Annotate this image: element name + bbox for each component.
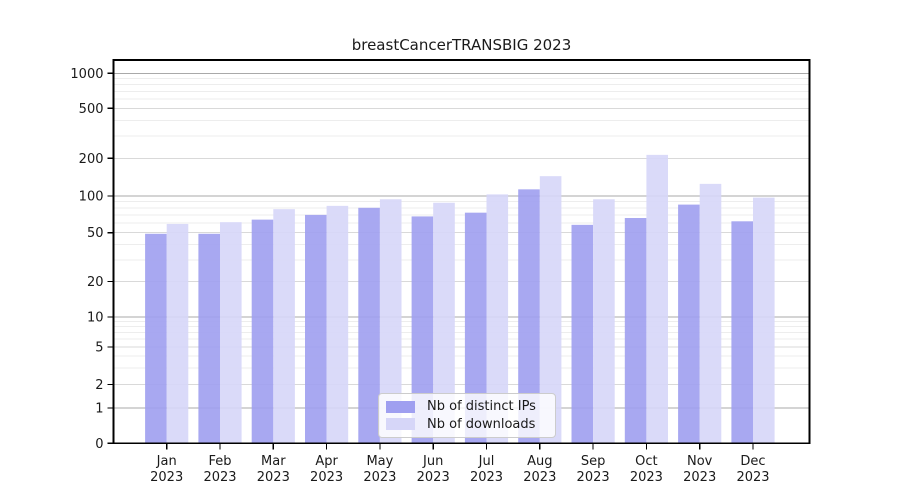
legend-item-distinct-ips: Nb of distinct IPs	[386, 399, 545, 415]
legend-item-downloads: Nb of downloads	[386, 416, 545, 432]
x-tick-label: Feb 2023	[203, 454, 236, 485]
bar-downloads-oct	[646, 154, 668, 444]
x-tick-label: Oct 2023	[630, 454, 663, 485]
bar-distinct-ips-aug	[518, 189, 540, 444]
x-tick-label: Nov 2023	[683, 454, 716, 485]
bar-distinct-ips-oct	[624, 218, 647, 444]
bar-downloads-dec	[753, 197, 775, 444]
bar-distinct-ips-jan	[145, 233, 167, 444]
bar-downloads-may	[379, 199, 402, 444]
y-tick-label: 500	[79, 102, 104, 117]
bar-distinct-ips-apr	[305, 214, 327, 444]
x-tick-label: Apr 2023	[310, 454, 343, 485]
bar-distinct-ips-jun	[411, 216, 434, 444]
legend-label-downloads: Nb of downloads	[427, 416, 536, 432]
y-tick-label: 1	[95, 402, 103, 417]
y-tick-label: 2	[95, 378, 103, 393]
y-tick-label: 50	[87, 226, 104, 241]
x-tick-label: Jan 2023	[150, 454, 183, 485]
chart-title: breastCancerTRANSBIG 2023	[351, 36, 572, 54]
bar-downloads-feb	[220, 222, 242, 444]
y-tick-label: 1000	[70, 67, 103, 82]
legend-swatch-downloads	[386, 418, 415, 431]
y-tick-label: 5	[95, 341, 103, 356]
y-tick-label: 100	[79, 190, 104, 205]
legend-label-distinct-ips: Nb of distinct IPs	[427, 399, 536, 415]
x-tick-label: Sep 2023	[577, 454, 610, 485]
x-tick-label: Jul 2023	[470, 454, 503, 485]
bar-downloads-mar	[273, 209, 295, 444]
y-tick-label: 0	[95, 437, 103, 452]
legend: Nb of distinct IPs Nb of downloads	[378, 393, 556, 438]
bar-distinct-ips-nov	[678, 204, 700, 444]
bar-downloads-nov	[699, 183, 722, 444]
y-tick-label: 20	[87, 275, 104, 290]
bar-distinct-ips-jul	[464, 212, 487, 444]
plot-frame	[112, 59, 811, 445]
y-tick-label: 10	[87, 311, 104, 326]
x-tick-label: Aug 2023	[523, 454, 556, 485]
bar-distinct-ips-mar	[251, 219, 274, 444]
bar-downloads-jul	[486, 194, 509, 444]
x-tick-label: Mar 2023	[257, 454, 290, 485]
bar-downloads-jun	[433, 202, 455, 444]
legend-swatch-distinct-ips	[386, 400, 415, 413]
x-tick-label: May 2023	[363, 454, 396, 485]
bar-downloads-apr	[326, 205, 349, 444]
bar-distinct-ips-dec	[731, 221, 753, 444]
bar-downloads-jan	[166, 223, 189, 444]
y-tick-label: 200	[79, 152, 104, 167]
bar-distinct-ips-feb	[198, 233, 220, 444]
bar-downloads-aug	[539, 176, 562, 444]
bar-downloads-sep	[593, 199, 615, 444]
x-tick-label: Dec 2023	[736, 454, 769, 485]
bar-distinct-ips-may	[358, 207, 380, 444]
x-tick-label: Jun 2023	[417, 454, 450, 485]
bar-distinct-ips-sep	[571, 224, 594, 444]
